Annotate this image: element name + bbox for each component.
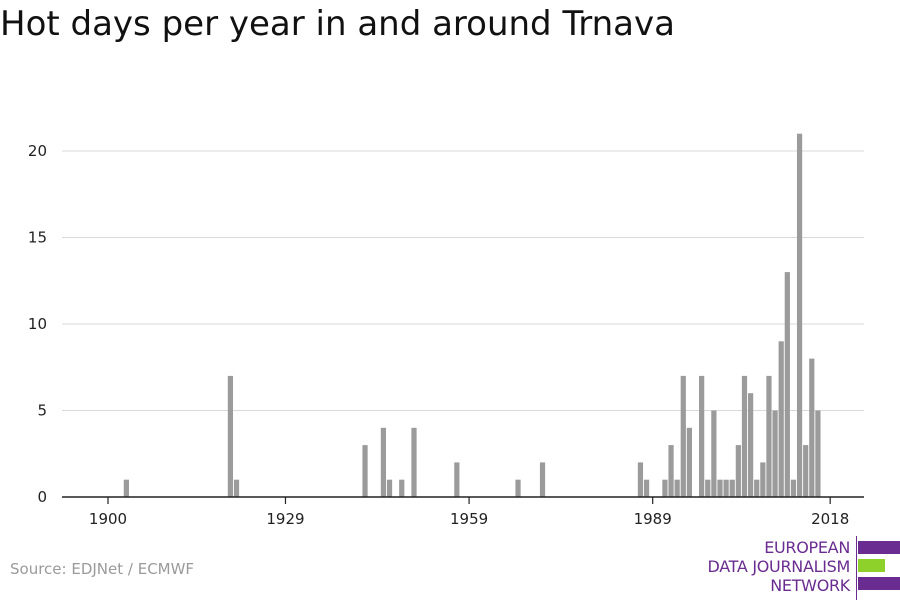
y-tick-label-15: 15 [28,229,47,247]
bar-2008 [766,375,772,497]
bar-1950 [411,427,417,497]
bar-2010 [778,341,784,497]
bar-2000 [717,479,723,497]
bar-1997 [699,375,705,497]
bar-1920 [227,375,234,497]
bar-1942 [362,445,368,497]
bar-2015 [809,358,815,497]
axes: 0 5 10 15 20 1900 1929 1959 1989 2018 [28,142,864,528]
bar-2004 [741,375,748,497]
logo-bar-green [858,559,885,572]
y-tick-label-5: 5 [37,402,47,420]
bar-1999 [711,410,717,497]
source-note: Source: EDJNet / ECMWF [10,560,195,578]
logo-text-line-2: DATA JOURNALISM [707,557,851,576]
bar-1992 [668,445,674,497]
bar-1998 [705,479,711,497]
logo-divider [856,536,857,600]
bar-1994 [680,375,686,497]
bar-1921 [233,479,240,497]
bar-1967 [515,479,521,497]
bar-1903 [123,479,129,497]
bar-1971 [539,462,546,497]
edjnet-logo: EUROPEAN DATA JOURNALISM NETWORK [700,536,900,600]
logo-bar-purple-top [858,541,900,554]
y-tick-label-10: 10 [28,315,47,333]
bar-1988 [643,479,650,497]
bar-2013 [796,133,803,497]
x-tick-label-1989: 1989 [634,510,672,528]
y-tick-label-0: 0 [37,488,47,506]
bar-1945 [380,427,387,497]
bar-2007 [760,462,766,497]
bar-2012 [790,479,797,497]
grid-lines [62,150,864,411]
x-tick-label-2018: 2018 [811,510,849,528]
chart-title: Hot days per year in and around Trnava [0,4,675,44]
logo-text-line-1: EUROPEAN [764,538,850,557]
bars [123,133,821,497]
bar-1948 [399,479,405,497]
bar-2011 [784,272,790,497]
bar-2009 [772,410,778,497]
logo-bar-purple-bottom [858,577,900,590]
bar-2003 [735,445,741,497]
y-tick-label-20: 20 [28,142,47,160]
bar-2006 [754,479,760,497]
bar-1946 [386,479,393,497]
bar-2016 [815,410,821,497]
bar-chart: 0 5 10 15 20 1900 1929 1959 1989 2018 [28,133,864,528]
x-tick-label-1900: 1900 [89,510,127,528]
bar-2014 [803,445,809,497]
logo-text-line-3: NETWORK [770,576,850,595]
bar-1993 [674,479,680,497]
bar-1957 [454,462,460,497]
bar-2001 [723,479,729,497]
x-tick-label-1929: 1929 [266,510,304,528]
bar-2002 [729,479,735,497]
x-tick-label-1959: 1959 [450,510,488,528]
bar-1991 [662,479,668,497]
bar-2005 [747,393,754,497]
bar-1995 [686,427,693,497]
bar-1987 [637,462,644,497]
